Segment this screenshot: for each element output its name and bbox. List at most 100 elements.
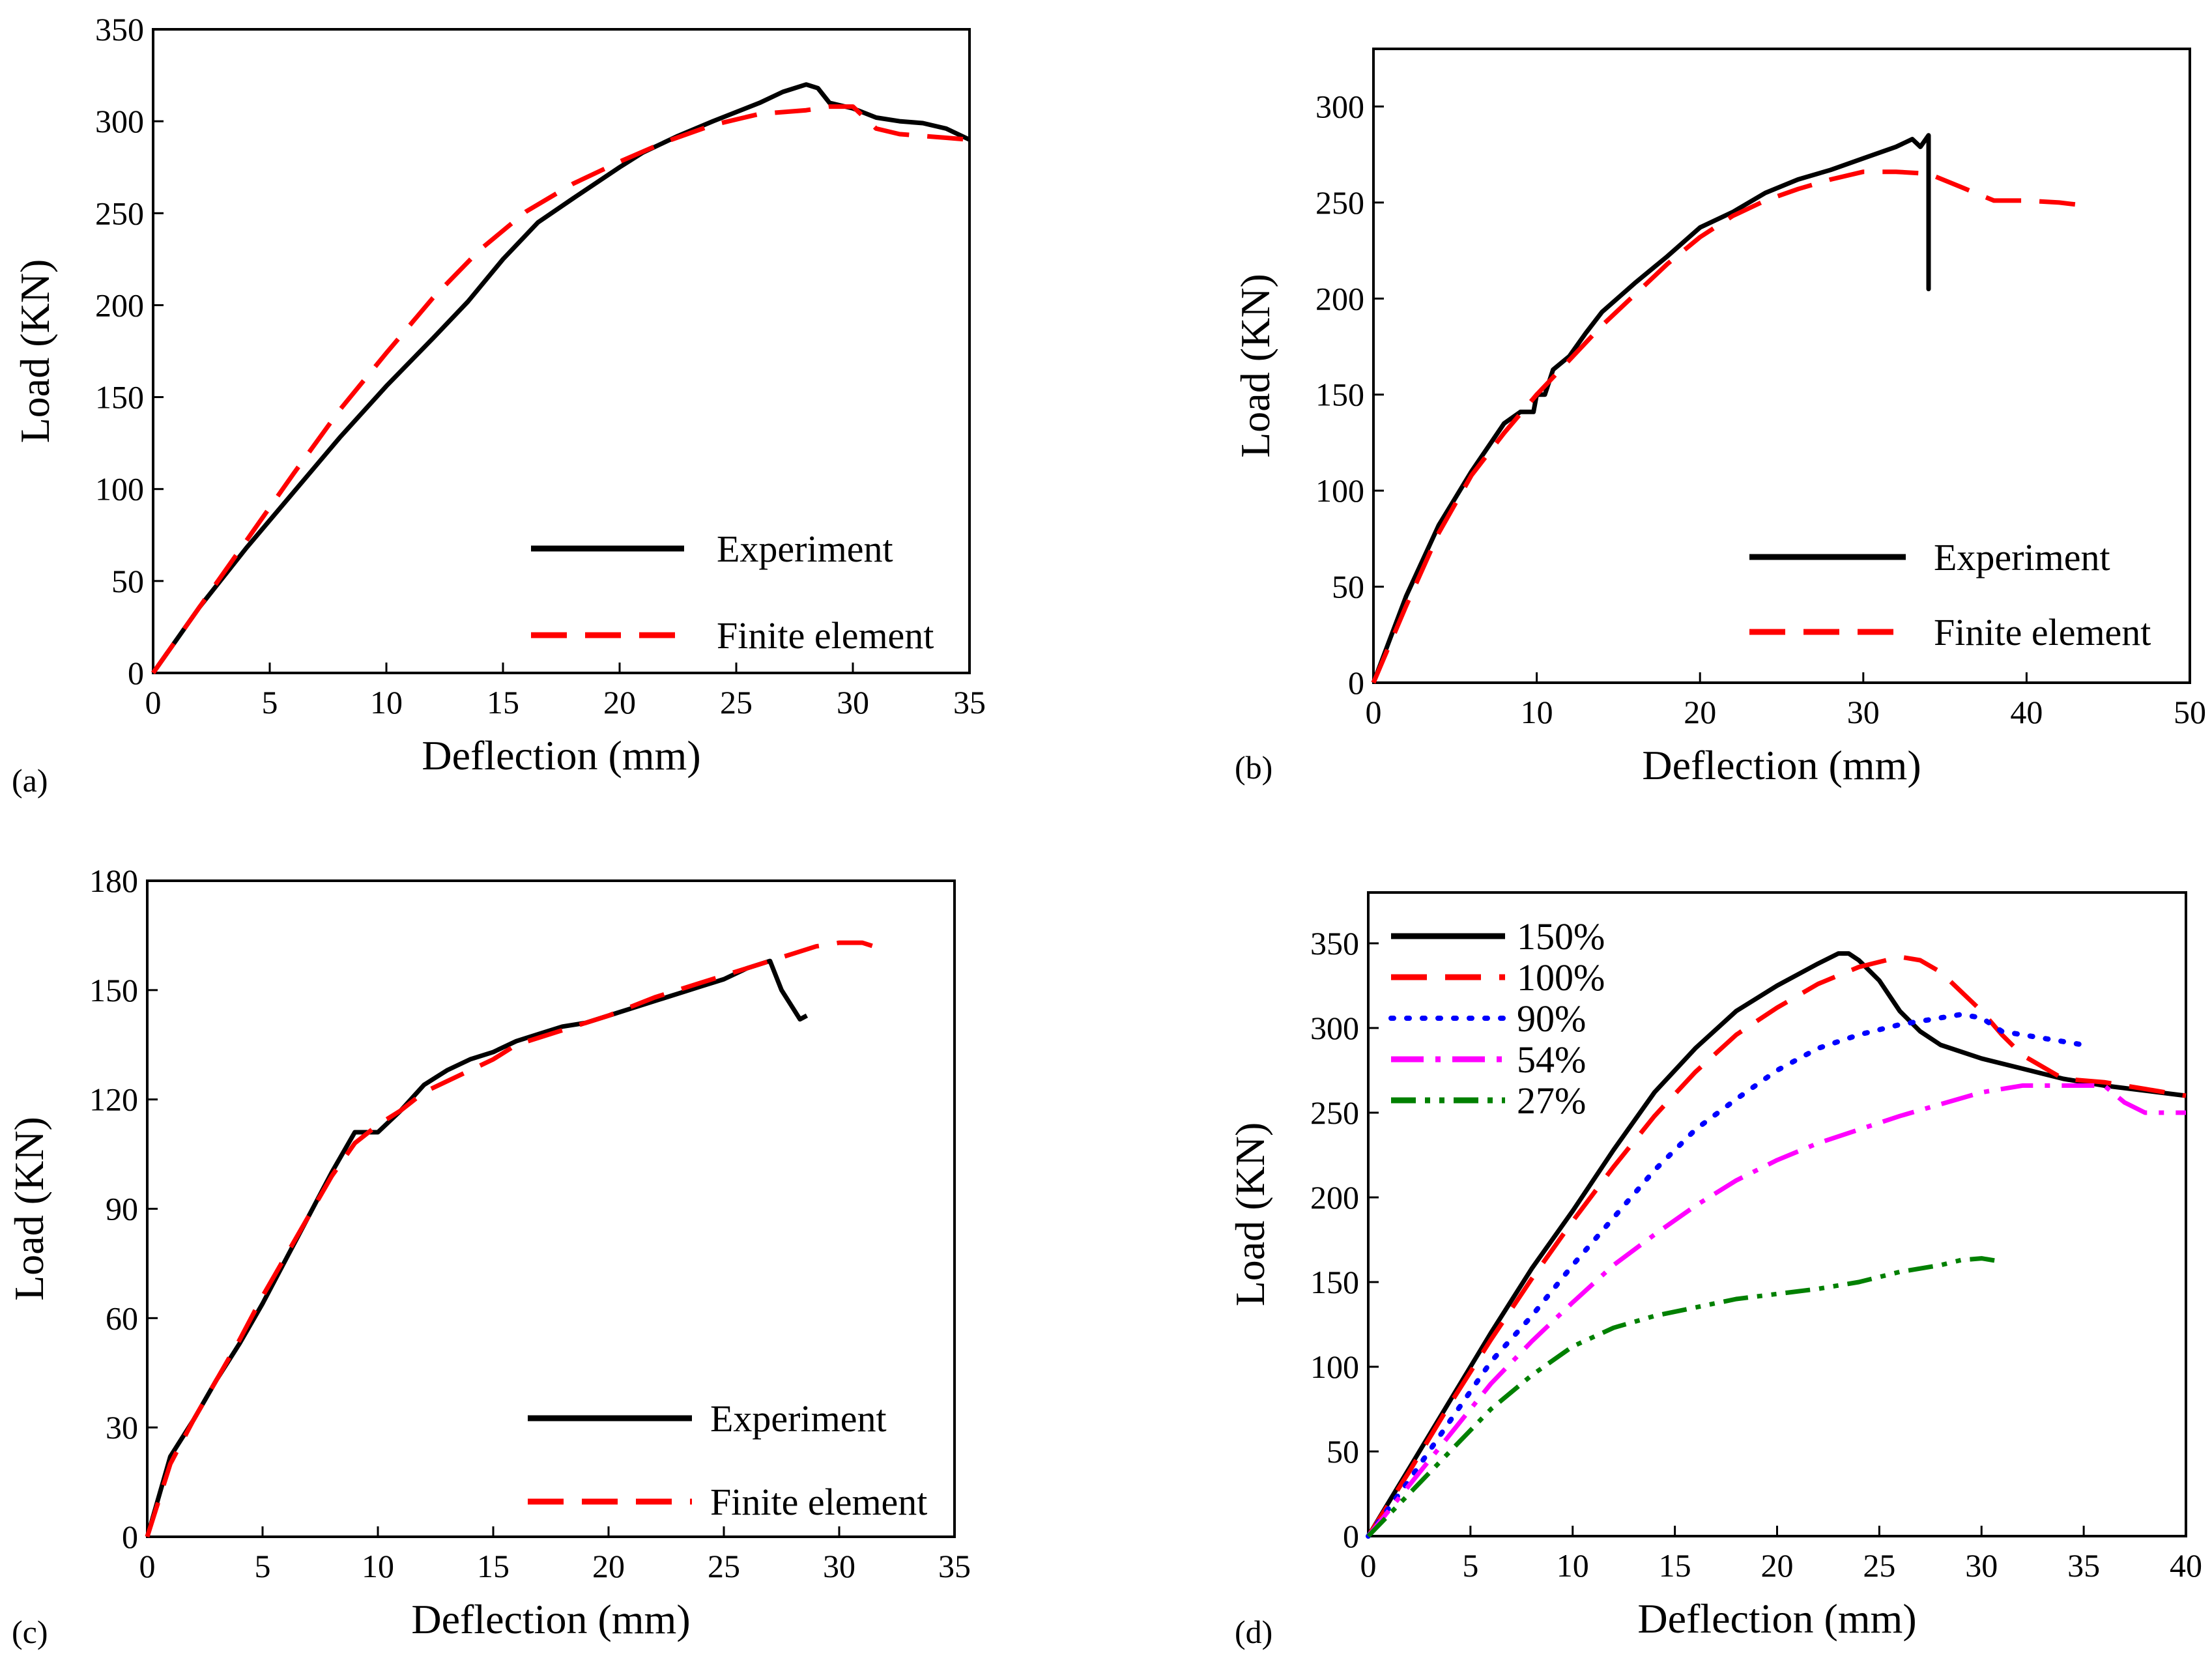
y-tick-label: 250	[1310, 1094, 1359, 1131]
legend-label: Experiment	[1934, 536, 2110, 578]
series-line-experiment	[145, 958, 809, 1537]
series-line-finite-element	[145, 940, 875, 1538]
y-tick-label: 100	[95, 471, 144, 507]
legend-label: Experiment	[710, 1397, 887, 1440]
y-tick-label: 300	[95, 103, 144, 139]
y-tick-label: 0	[128, 655, 144, 691]
y-tick-label: 250	[95, 195, 144, 231]
x-tick-label: 0	[1360, 1547, 1377, 1584]
legend-label: Finite element	[1934, 611, 2151, 653]
x-tick-label: 10	[362, 1548, 394, 1584]
x-tick-label: 5	[262, 684, 278, 721]
y-tick-label: 350	[1310, 925, 1359, 962]
x-tick-label: 30	[1965, 1547, 1998, 1584]
series-line-54-	[1366, 1083, 2186, 1538]
y-tick-label: 100	[1310, 1349, 1359, 1385]
legend-label: Experiment	[717, 528, 893, 570]
plot-frame	[152, 28, 971, 674]
y-axis-title: Load (KN)	[12, 259, 58, 444]
y-tick-label: 50	[1332, 569, 1364, 605]
legend-label: Finite element	[710, 1481, 927, 1523]
y-axis-title: Load (KN)	[1227, 1122, 1273, 1307]
x-tick-label: 30	[823, 1548, 855, 1584]
plot-frame	[1367, 891, 2187, 1537]
y-tick-label: 30	[106, 1409, 138, 1446]
panel-label: (c)	[12, 1614, 48, 1650]
y-tick-label: 200	[95, 287, 144, 323]
series-line-90-	[1366, 1012, 2087, 1539]
plot-frame	[1372, 48, 2191, 684]
x-tick-label: 15	[1659, 1547, 1691, 1584]
y-tick-label: 300	[1310, 1010, 1359, 1046]
y-axis-title: Load (KN)	[6, 1117, 52, 1301]
x-axis-title: Deflection (mm)	[422, 732, 700, 778]
chart-panel-c: 0 5 10 15 20 25 30 35 0 30 60 90 120 150 180 Deflection…	[6, 863, 971, 1650]
y-tick-label: 150	[1315, 377, 1364, 413]
x-tick-label: 35	[2067, 1547, 2100, 1584]
x-tick-label: 20	[1761, 1547, 1794, 1584]
x-tick-label: 50	[2174, 694, 2206, 730]
x-tick-label: 40	[2010, 694, 2043, 730]
x-tick-label: 35	[953, 684, 986, 721]
x-tick-label: 10	[370, 684, 403, 721]
panel-label: (d)	[1235, 1614, 1272, 1650]
legend-label: 100%	[1517, 956, 1605, 999]
x-tick-label: 5	[1462, 1547, 1478, 1584]
panel-label: (a)	[12, 762, 48, 799]
y-tick-label: 300	[1315, 88, 1364, 124]
legend-label: 27%	[1517, 1079, 1586, 1122]
y-tick-label: 100	[1315, 472, 1364, 509]
y-axis-title: Load (KN)	[1232, 274, 1278, 458]
y-tick-label: 180	[89, 863, 138, 899]
series-line-100-	[1366, 954, 2187, 1537]
x-tick-label: 0	[139, 1548, 156, 1584]
y-tick-label: 0	[122, 1519, 138, 1555]
y-tick-label: 250	[1315, 184, 1364, 221]
x-tick-label: 20	[592, 1548, 625, 1584]
x-tick-label: 25	[720, 684, 753, 721]
y-tick-label: 150	[95, 379, 144, 416]
legend-label: Finite element	[717, 614, 934, 657]
series-line-finite-element	[1371, 169, 2093, 684]
y-tick-label: 50	[1327, 1433, 1359, 1470]
y-tick-label: 200	[1315, 280, 1364, 317]
chart-panel-a: 0 5 10 15 20 25 30 35050100150200250300350Defle…	[12, 11, 986, 799]
legend-label: 54%	[1517, 1038, 1586, 1081]
series-line-finite-element	[151, 104, 970, 675]
series-line-experiment	[1371, 133, 1931, 684]
chart-panel-b: 0 10 20 30 40 50 0 50 100 150 200 250 300 Deflection …	[1232, 48, 2206, 788]
x-tick-label: 20	[603, 684, 636, 721]
series-line-27-	[1366, 1256, 2003, 1538]
y-tick-label: 150	[89, 972, 138, 1008]
y-tick-label: 350	[95, 11, 144, 48]
legend-label: 90%	[1517, 997, 1586, 1040]
x-axis-title: Deflection (mm)	[1642, 742, 1921, 788]
x-tick-label: 20	[1684, 694, 1716, 730]
x-tick-label: 30	[837, 684, 869, 721]
x-axis-title: Deflection (mm)	[1637, 1595, 1916, 1642]
y-tick-label: 120	[89, 1081, 138, 1118]
x-tick-label: 30	[1847, 694, 1880, 730]
panel-label: (b)	[1235, 749, 1272, 786]
x-tick-label: 5	[255, 1548, 271, 1584]
y-tick-label: 90	[106, 1191, 138, 1227]
series-line-experiment	[151, 82, 971, 675]
x-tick-label: 35	[938, 1548, 971, 1584]
x-tick-label: 15	[487, 684, 519, 721]
chart-panel-d: 0 5 10 15 20 25 30 35 40 0 50 100 150 200 250 300 350 Def…	[1227, 891, 2202, 1650]
y-tick-label: 0	[1343, 1518, 1359, 1554]
x-tick-label: 0	[145, 684, 162, 721]
series-line-150-	[1366, 951, 2187, 1537]
x-tick-label: 15	[477, 1548, 510, 1584]
y-tick-label: 0	[1348, 664, 1364, 701]
y-tick-label: 200	[1310, 1179, 1359, 1216]
y-tick-label: 50	[111, 563, 144, 599]
y-tick-label: 150	[1310, 1264, 1359, 1300]
y-tick-label: 60	[106, 1300, 138, 1336]
legend-label: 150%	[1517, 915, 1605, 958]
x-tick-label: 25	[1863, 1547, 1895, 1584]
x-tick-label: 25	[708, 1548, 740, 1584]
x-tick-label: 40	[2170, 1547, 2202, 1584]
x-axis-title: Deflection (mm)	[411, 1596, 690, 1642]
